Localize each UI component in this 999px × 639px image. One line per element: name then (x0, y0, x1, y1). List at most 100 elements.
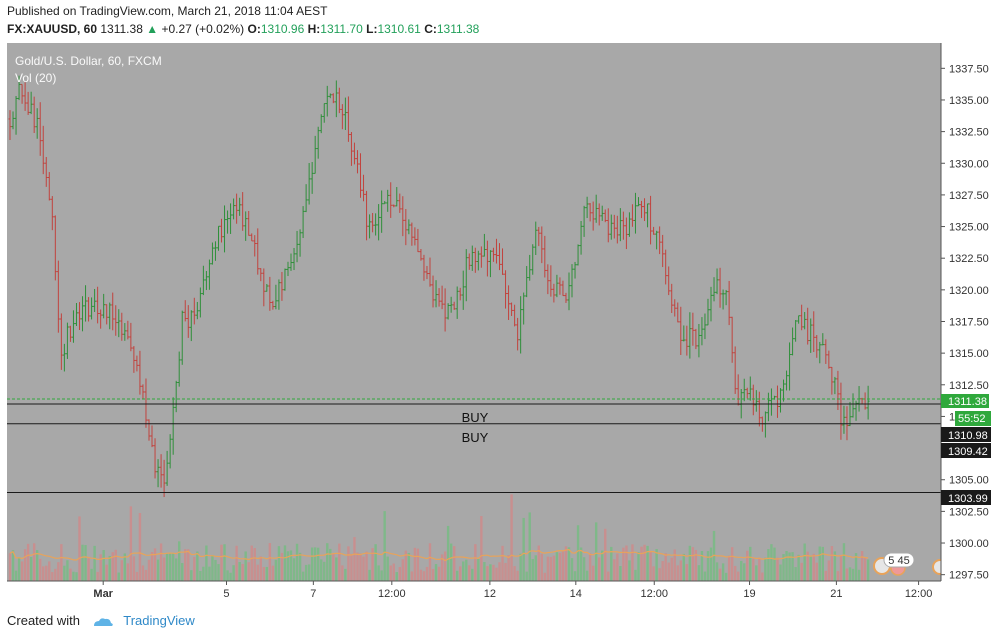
price-bar (549, 265, 553, 297)
volume-bar (483, 562, 486, 581)
volume-bar (818, 546, 821, 581)
price-bar (446, 303, 450, 320)
volume-bar (262, 566, 266, 581)
hline-tag-1 (941, 427, 991, 442)
volume-bar (310, 547, 314, 581)
price-bar (794, 320, 798, 342)
price-bar (664, 249, 668, 285)
volume-bar (332, 553, 335, 581)
volume-bar (740, 560, 743, 581)
volume-bar (413, 547, 417, 581)
last-price: 1311.38 (100, 22, 143, 36)
volume-bar (631, 544, 634, 581)
volume-bar (338, 543, 341, 581)
volume-bar (132, 556, 136, 581)
time-tick-label: 12:00 (640, 588, 668, 600)
price-bar (77, 302, 81, 331)
price-bar (525, 266, 529, 298)
volume-bar (359, 553, 362, 581)
volume-bar (812, 553, 815, 581)
price-bar (20, 83, 24, 104)
volume-bar (773, 547, 776, 581)
price-bar (138, 350, 142, 395)
volume-bar (462, 561, 465, 581)
price-bar (135, 355, 139, 372)
volume-bar (344, 568, 347, 581)
price-bar (839, 382, 843, 440)
price-bar (14, 95, 18, 135)
price-bar (108, 302, 112, 330)
price-bar (50, 196, 54, 231)
price-bar (504, 270, 508, 309)
volume-bar (552, 555, 556, 581)
price-bar (473, 247, 477, 273)
price-bar (117, 309, 121, 338)
volume-bar (679, 560, 682, 581)
footer: Created with TradingView (7, 613, 195, 628)
price-bar (534, 221, 538, 256)
price-bar (691, 312, 695, 346)
price-bar (537, 226, 541, 247)
price-bar (600, 205, 604, 221)
volume-bar (495, 567, 498, 581)
price-bar (68, 325, 72, 342)
legend-volume: Vol (20) (15, 71, 56, 85)
price-bar (398, 193, 402, 213)
price-bar (416, 228, 420, 253)
price-bar (32, 96, 36, 133)
price-bar (552, 283, 556, 303)
price-bar (295, 230, 299, 263)
price-bar (449, 296, 453, 313)
volume-bar (468, 565, 471, 581)
horizontal-lines-layer (7, 403, 941, 494)
volume-bar (410, 571, 414, 581)
time-tick-label: Mar (93, 588, 113, 600)
price-bar (153, 438, 157, 479)
price-bar (827, 350, 831, 369)
price-bar (431, 275, 435, 308)
price-bar (627, 212, 631, 237)
volume-bar (244, 551, 247, 581)
volume-bar (567, 547, 571, 581)
volume-bar (455, 570, 459, 581)
price-bar (352, 142, 356, 165)
price-bar (35, 108, 39, 139)
volume-bar (199, 571, 202, 581)
volume-bar (727, 555, 731, 581)
price-bar (307, 163, 311, 205)
volume-bar (329, 548, 332, 581)
volume-bar (658, 568, 661, 581)
price-tick-label: 1337.50 (949, 63, 989, 75)
price-bar (452, 301, 456, 310)
price-bar (105, 304, 109, 325)
volume-bar (120, 560, 123, 581)
price-bar (636, 197, 640, 207)
price-bar (371, 212, 375, 233)
volume-bar (730, 547, 734, 581)
price-bar (866, 385, 870, 420)
price-bar (576, 244, 580, 266)
volume-bar (646, 545, 649, 581)
price-bar (171, 397, 175, 455)
volume-bar (238, 562, 241, 581)
volume-bar (135, 571, 139, 581)
tradingview-brand-link[interactable]: TradingView (123, 613, 195, 628)
volume-bar (619, 565, 622, 581)
volume-bar (72, 571, 75, 581)
price-bar (313, 135, 317, 174)
price-bar (543, 235, 547, 278)
price-bar (757, 391, 761, 427)
price-bar (213, 241, 217, 261)
price-bar (274, 284, 278, 310)
tradingview-logo-icon (93, 617, 113, 626)
price-axis[interactable]: 1297.501300.001302.501305.001307.501310.… (941, 63, 989, 582)
volume-bar (764, 557, 767, 581)
volume-bar (217, 564, 220, 581)
volume-bar (51, 572, 54, 581)
price-bar (244, 211, 248, 241)
volume-bar (66, 560, 69, 581)
price-bar (232, 198, 236, 220)
price-bar (706, 298, 710, 326)
time-axis[interactable]: Mar 5 7 12:00 12 14 12:00 19 21 12:00 (93, 581, 932, 600)
